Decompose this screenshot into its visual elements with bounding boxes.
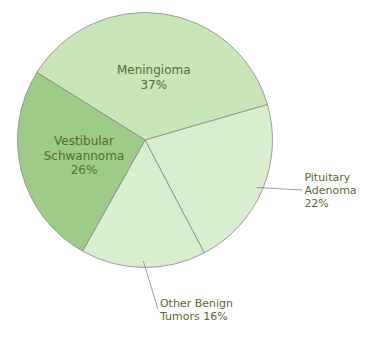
slices — [17, 12, 272, 267]
data-label-line: Adenoma — [304, 184, 356, 197]
leader-line — [143, 261, 158, 309]
pie: Meningioma37% PituitaryAdenoma22% Other Be… — [17, 12, 356, 322]
data-label: Other BenignTumors 16% — [159, 296, 233, 322]
data-label: VestibularSchwannoma26% — [44, 134, 125, 177]
data-label-line: 22% — [304, 197, 328, 210]
data-label-line: Other Benign — [160, 296, 233, 309]
data-label-line: Meningioma — [117, 63, 191, 77]
data-label-line: Vestibular — [54, 134, 114, 148]
data-label-line: Tumors 16% — [159, 309, 228, 322]
data-label-line: Schwannoma — [44, 149, 125, 163]
data-label-line: 37% — [140, 78, 167, 92]
slice — [17, 72, 145, 251]
data-label-line: Pituitary — [304, 170, 350, 183]
leader-line — [256, 188, 302, 191]
data-label-line: 26% — [71, 163, 98, 177]
labels: Meningioma37% PituitaryAdenoma22% Other Be… — [44, 63, 357, 322]
data-label: PituitaryAdenoma22% — [304, 170, 356, 209]
chart: Meningioma37% PituitaryAdenoma22% Other Be… — [0, 0, 381, 353]
data-label: Meningioma37% — [117, 63, 191, 91]
